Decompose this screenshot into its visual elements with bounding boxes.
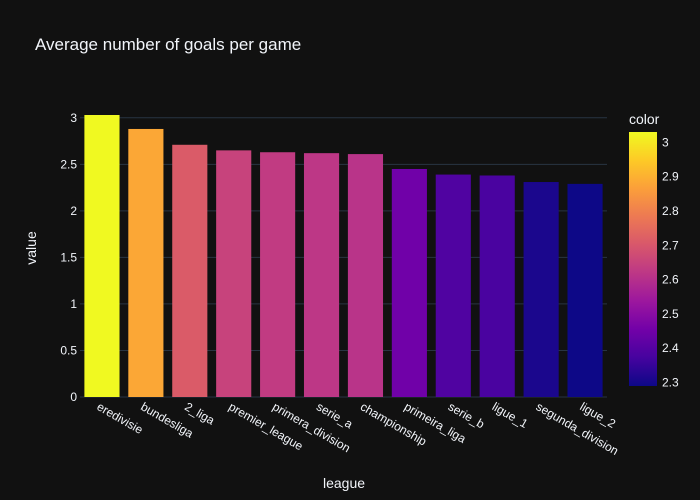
bar-bundesliga [128,128,164,398]
bar-primera_division [260,152,296,397]
y-tick-label: 2 [70,204,77,218]
colorbar-tick-labels: 2.3 2.4 2.5 2.6 2.7 2.8 2.9 3 [662,135,679,389]
colorbar-tick-label: 2.7 [662,238,679,252]
bars [84,115,603,398]
bar-ligue_1 [479,175,515,397]
bar-segunda_division [523,182,559,397]
colorbar-tick-label: 2.8 [662,204,679,218]
chart-title: Average number of goals per game [35,35,301,54]
colorbar-tick-label: 3 [662,135,669,149]
bar-championship [347,154,384,397]
bar-serie_b [435,174,471,397]
colorbar-tick-label: 2.3 [662,376,679,390]
bar-ligue_2 [567,183,603,397]
x-tick-label: eredivisie [94,399,145,437]
y-axis-title: value [23,231,39,265]
bar-premier_league [216,150,252,397]
y-tick-labels: 0 0.5 1 1.5 2 2.5 3 [60,111,77,404]
y-tick-label: 1 [70,297,77,311]
y-tick-label: 0 [70,390,77,404]
colorbar-tick-label: 2.5 [662,307,679,321]
bar-serie_a [303,153,340,397]
y-tick-label: 1.5 [60,250,77,264]
y-tick-label: 0.5 [60,343,77,357]
x-axis-title: league [323,475,365,491]
y-tick-label: 2.5 [60,157,77,171]
bar-primeira_liga [391,168,427,397]
gridlines [80,117,607,398]
x-tick-label: ligue_1 [490,399,531,431]
x-tick-label: premier_league [226,399,305,453]
colorbar-tick-label: 2.6 [662,273,679,287]
colorbar: color 2.3 2.4 2.5 2.6 2.7 2.8 2.9 3 [629,111,679,390]
y-tick-label: 3 [70,111,77,125]
colorbar-tick-label: 2.4 [662,341,679,355]
bar-eredivisie [84,115,120,397]
colorbar-tick-label: 2.9 [662,170,679,184]
colorbar-title: color [629,111,660,127]
colorbar-gradient [629,132,657,386]
bar-2_liga [172,144,208,397]
